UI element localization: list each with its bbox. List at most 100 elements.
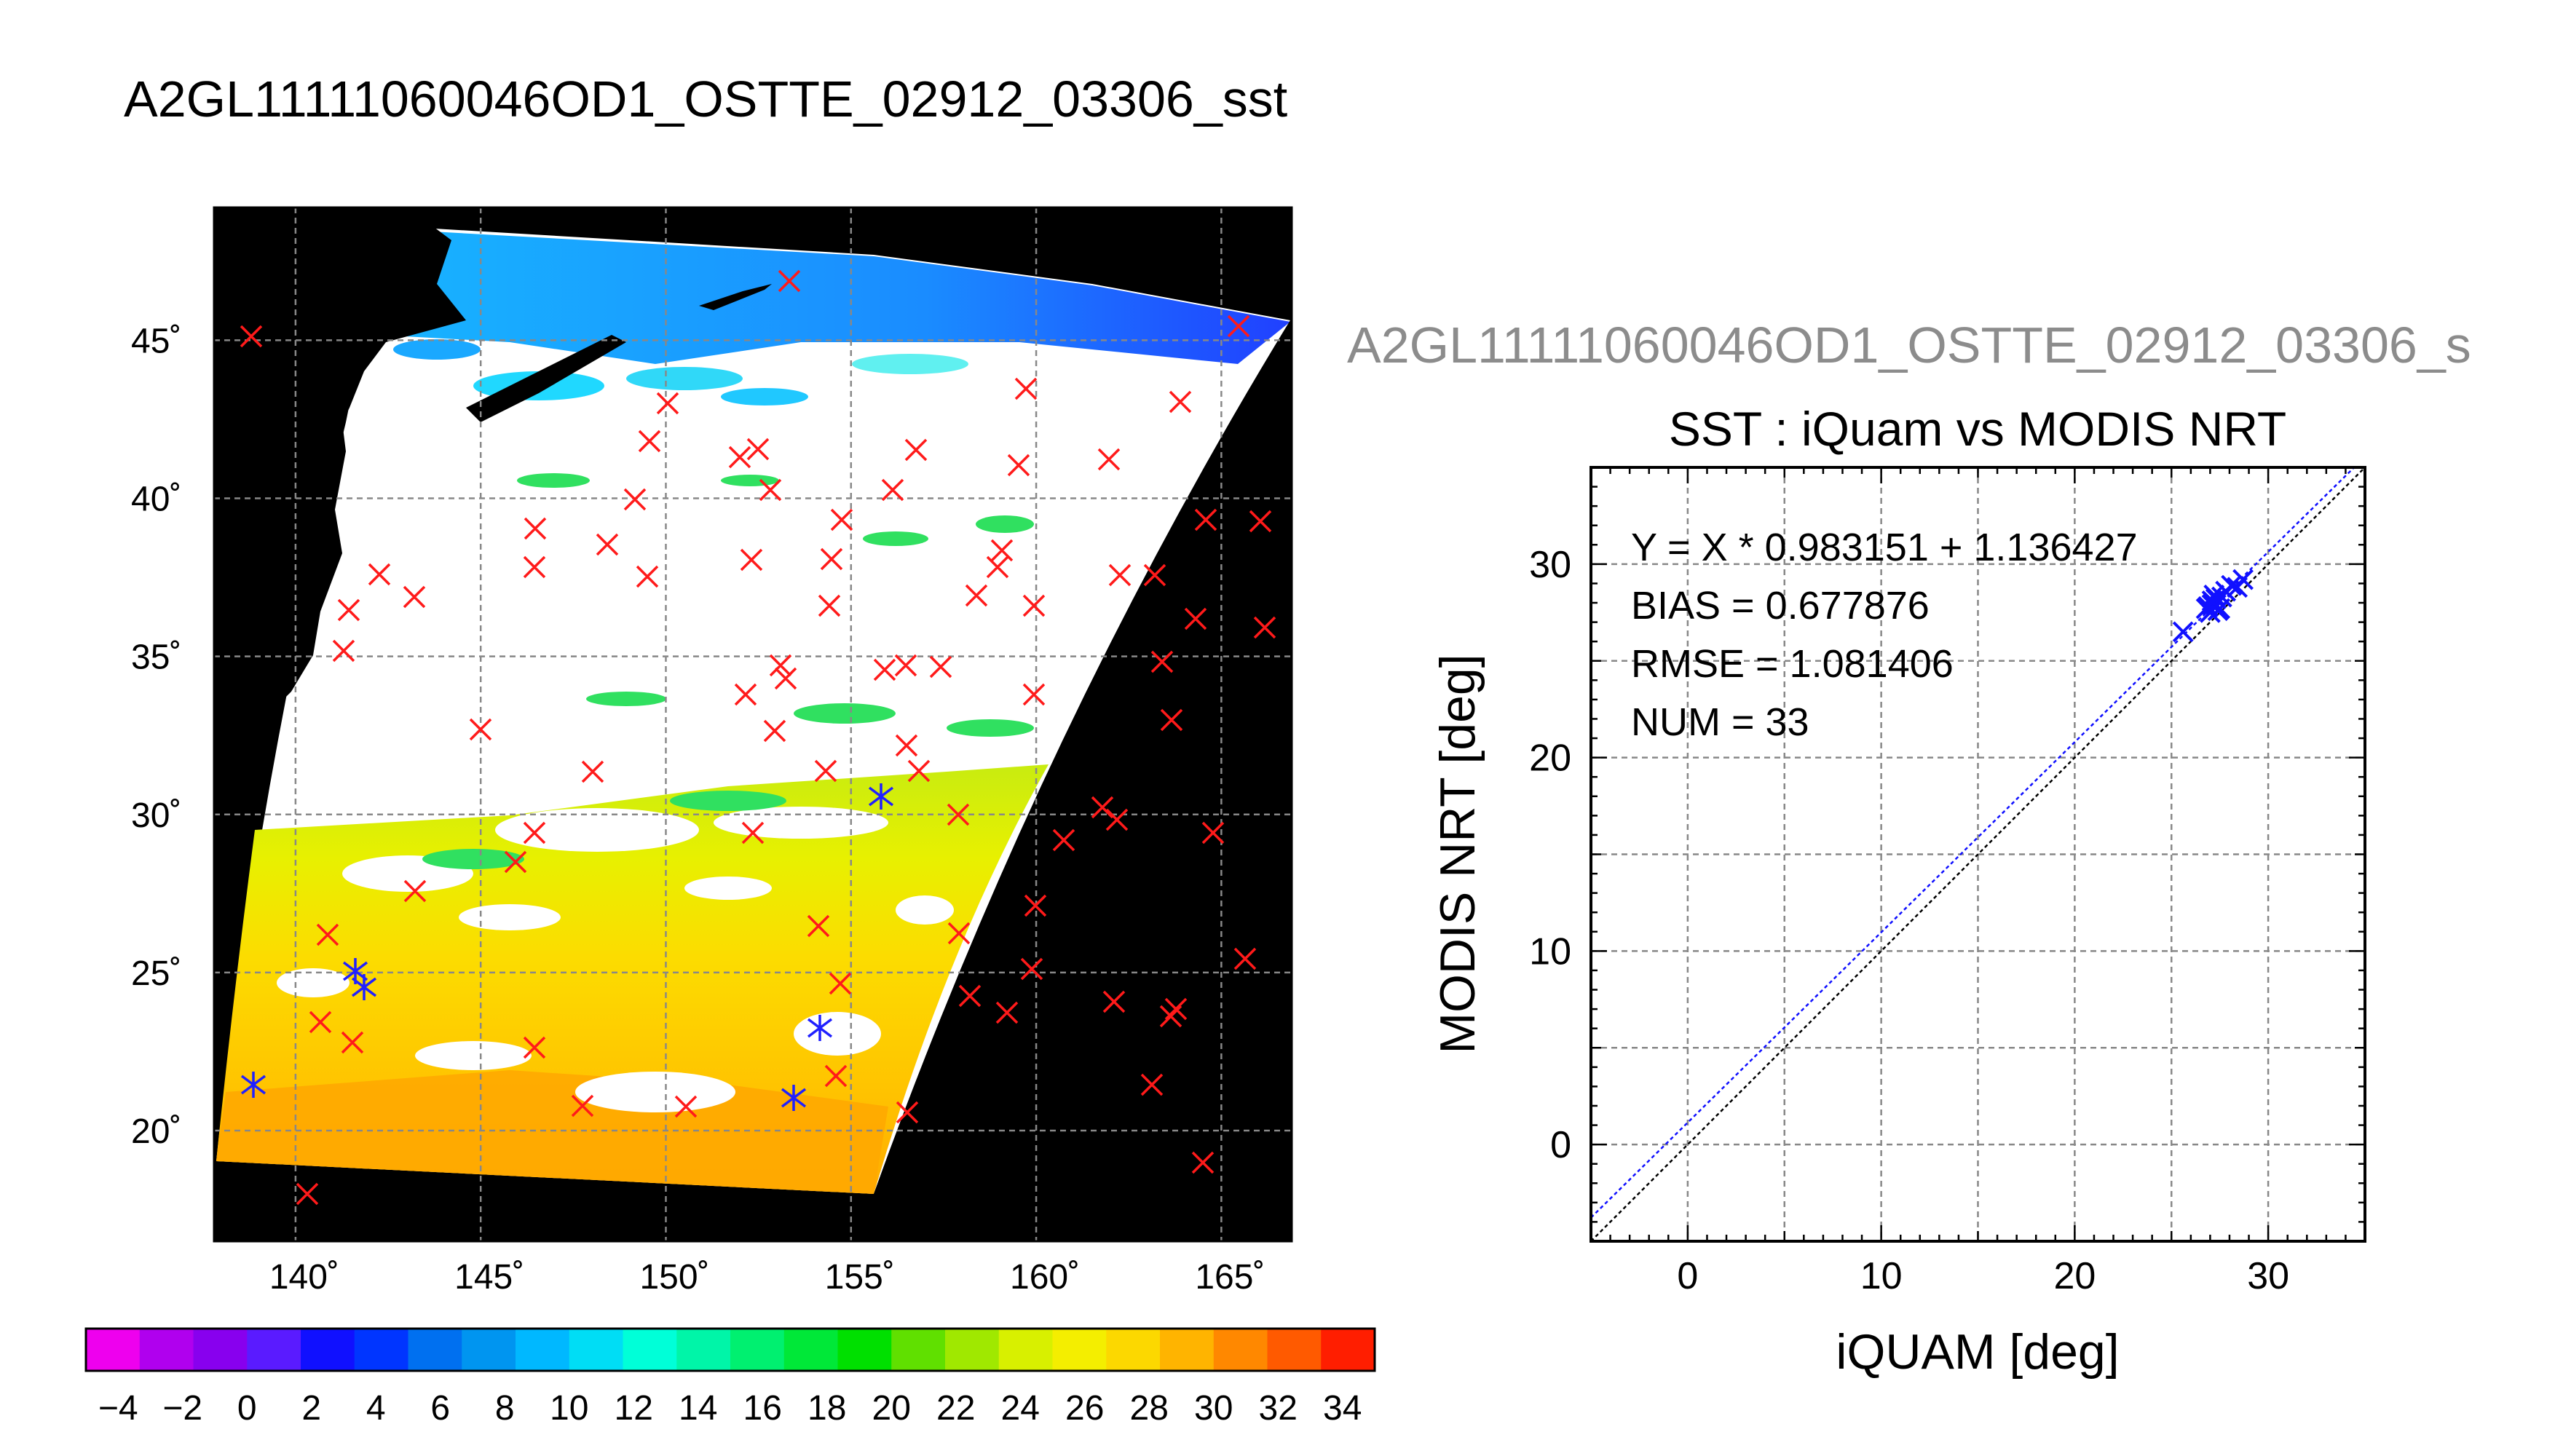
x-axis-label: iQUAM [deg]	[1836, 1324, 2119, 1380]
y-tick-label: 20	[1529, 737, 1571, 780]
scatter-grid	[1591, 467, 2365, 1241]
land-japan	[214, 207, 466, 728]
scatter-title: SST : iQuam vs MODIS NRT	[1669, 402, 2286, 456]
colorbar-cell	[998, 1329, 1054, 1371]
y-axis-label: MODIS NRT [deg]	[1430, 654, 1485, 1053]
scatter-reference-lines	[1591, 467, 2365, 1241]
colorbar-tick-label: 30	[1194, 1389, 1233, 1428]
land-island-chain	[699, 284, 772, 310]
lat-tick-label: 35˚	[131, 638, 181, 677]
scatter-panel: A2GL11111060046OD1_OSTTE_02912_03306_s S…	[1347, 317, 2471, 1380]
lat-tick-label: 45˚	[131, 322, 181, 360]
colorbar-tick-label: 20	[872, 1389, 911, 1428]
swath-cold-sst	[379, 229, 1290, 364]
colorbar-cell	[945, 1329, 1000, 1371]
colorbar-tick-label: 18	[807, 1389, 846, 1428]
colorbar-tick-label: 16	[743, 1389, 782, 1428]
x-tick-label: 0	[1677, 1255, 1698, 1297]
colorbar-cell	[569, 1329, 624, 1371]
colorbar-cell	[837, 1329, 892, 1371]
scatter-y-tick-labels: 0 10 20 30	[1529, 544, 1571, 1166]
y-tick-label: 30	[1529, 544, 1571, 586]
insitu-markers	[240, 269, 1276, 1206]
colorbar-cell	[247, 1329, 301, 1371]
colorbar-tick-label: 26	[1065, 1389, 1104, 1428]
scatter-point	[2172, 621, 2194, 643]
lon-tick-label: 140˚	[269, 1258, 339, 1297]
scatter-point	[2232, 569, 2254, 590]
colorbar-cell	[354, 1329, 409, 1371]
stats-rmse: RMSE = 1.081406	[1631, 642, 1954, 686]
colorbar-frame	[84, 1327, 1376, 1372]
lon-tick-label: 155˚	[825, 1258, 895, 1297]
stats-bias: BIAS = 0.677876	[1631, 584, 1930, 628]
sst-colorbar: −4 −2 0 2 4 6 8 10 12 14 16 18 20 22 24 …	[84, 1327, 1376, 1428]
colorbar-tick-label: 4	[366, 1389, 386, 1428]
colorbar-tick-label: 28	[1130, 1389, 1169, 1428]
one-to-one-line	[1591, 467, 2365, 1241]
scatter-ticks	[1590, 466, 2366, 1243]
page-title: A2GL11111060046OD1_OSTTE_02912_03306_sst	[124, 71, 1287, 127]
scatter-point	[2195, 598, 2217, 620]
scatter-stats: Y = X * 0.983151 + 1.136427 BIAS = 0.677…	[1631, 526, 2138, 744]
colorbar-cell	[1160, 1329, 1215, 1371]
colorbar-tick-label: 10	[550, 1389, 588, 1428]
green-sst-patches	[422, 473, 1034, 869]
lon-tick-label: 160˚	[1010, 1258, 1080, 1297]
colorbar-cell	[193, 1329, 248, 1371]
lon-tick-labels: 140˚ 145˚ 150˚ 155˚ 160˚ 165˚	[269, 1258, 1265, 1297]
colorbar-cell	[783, 1329, 839, 1371]
colorbar-cell	[462, 1329, 516, 1371]
lon-tick-label: 145˚	[454, 1258, 524, 1297]
colorbar-cell	[1267, 1329, 1322, 1371]
regression-fit-line	[1591, 467, 2356, 1219]
colorbar-tick-label: 22	[936, 1389, 975, 1428]
scatter-x-tick-labels: 0 10 20 30	[1677, 1255, 2289, 1297]
colorbar-tick-label: 24	[1001, 1389, 1040, 1428]
colorbar-tick-label: 34	[1323, 1389, 1362, 1428]
stats-fit-equation: Y = X * 0.983151 + 1.136427	[1631, 526, 2138, 569]
lat-tick-label: 20˚	[131, 1112, 181, 1151]
colorbar-tick-label: 14	[679, 1389, 717, 1428]
scatter-overlay-title: A2GL11111060046OD1_OSTTE_02912_03306_s	[1347, 317, 2471, 373]
colorbar-tick-label: 12	[615, 1389, 653, 1428]
colorbar-cell	[408, 1329, 462, 1371]
colorbar-cell	[730, 1329, 785, 1371]
colorbar-cell	[1321, 1329, 1375, 1371]
colorbar-cell	[676, 1329, 731, 1371]
lat-tick-label: 40˚	[131, 480, 181, 519]
colorbar-cells	[86, 1329, 1375, 1371]
lat-tick-labels: 45˚ 40˚ 35˚ 30˚ 25˚ 20˚	[131, 322, 181, 1151]
swath-edge-right	[874, 320, 1292, 1241]
matchup-markers	[240, 783, 894, 1111]
cloud-patches	[277, 807, 954, 1112]
colorbar-tick-label: 2	[301, 1389, 321, 1428]
colorbar-cell	[1213, 1329, 1268, 1371]
scatter-point	[2221, 574, 2243, 596]
colorbar-cell	[1052, 1329, 1107, 1371]
y-tick-label: 10	[1529, 930, 1571, 973]
lat-tick-label: 25˚	[131, 954, 181, 993]
map-frame	[213, 206, 1293, 1243]
colorbar-tick-label: −2	[162, 1389, 202, 1428]
colorbar-tick-labels: −4 −2 0 2 4 6 8 10 12 14 16 18 20 22 24 …	[98, 1389, 1362, 1428]
scatter-points	[2172, 569, 2254, 643]
stats-num: NUM = 33	[1631, 700, 1809, 744]
colorbar-tick-label: 32	[1259, 1389, 1298, 1428]
x-tick-label: 20	[2053, 1255, 2096, 1297]
x-tick-label: 30	[2247, 1255, 2289, 1297]
colorbar-cell	[623, 1329, 677, 1371]
land-hokkaido-strip	[466, 335, 626, 422]
lon-tick-label: 165˚	[1195, 1258, 1265, 1297]
lon-tick-label: 150˚	[639, 1258, 709, 1297]
colorbar-cell	[139, 1329, 194, 1371]
colorbar-cell	[86, 1329, 141, 1371]
x-tick-label: 10	[1860, 1255, 1903, 1297]
colorbar-tick-label: 6	[430, 1389, 450, 1428]
y-tick-label: 0	[1550, 1124, 1571, 1166]
colorbar-cell	[301, 1329, 355, 1371]
sst-map: 45˚ 40˚ 35˚ 30˚ 25˚ 20˚ 140˚ 145˚ 150˚ 1…	[131, 206, 1293, 1297]
colorbar-tick-label: 0	[237, 1389, 257, 1428]
colorbar-cell	[1106, 1329, 1161, 1371]
